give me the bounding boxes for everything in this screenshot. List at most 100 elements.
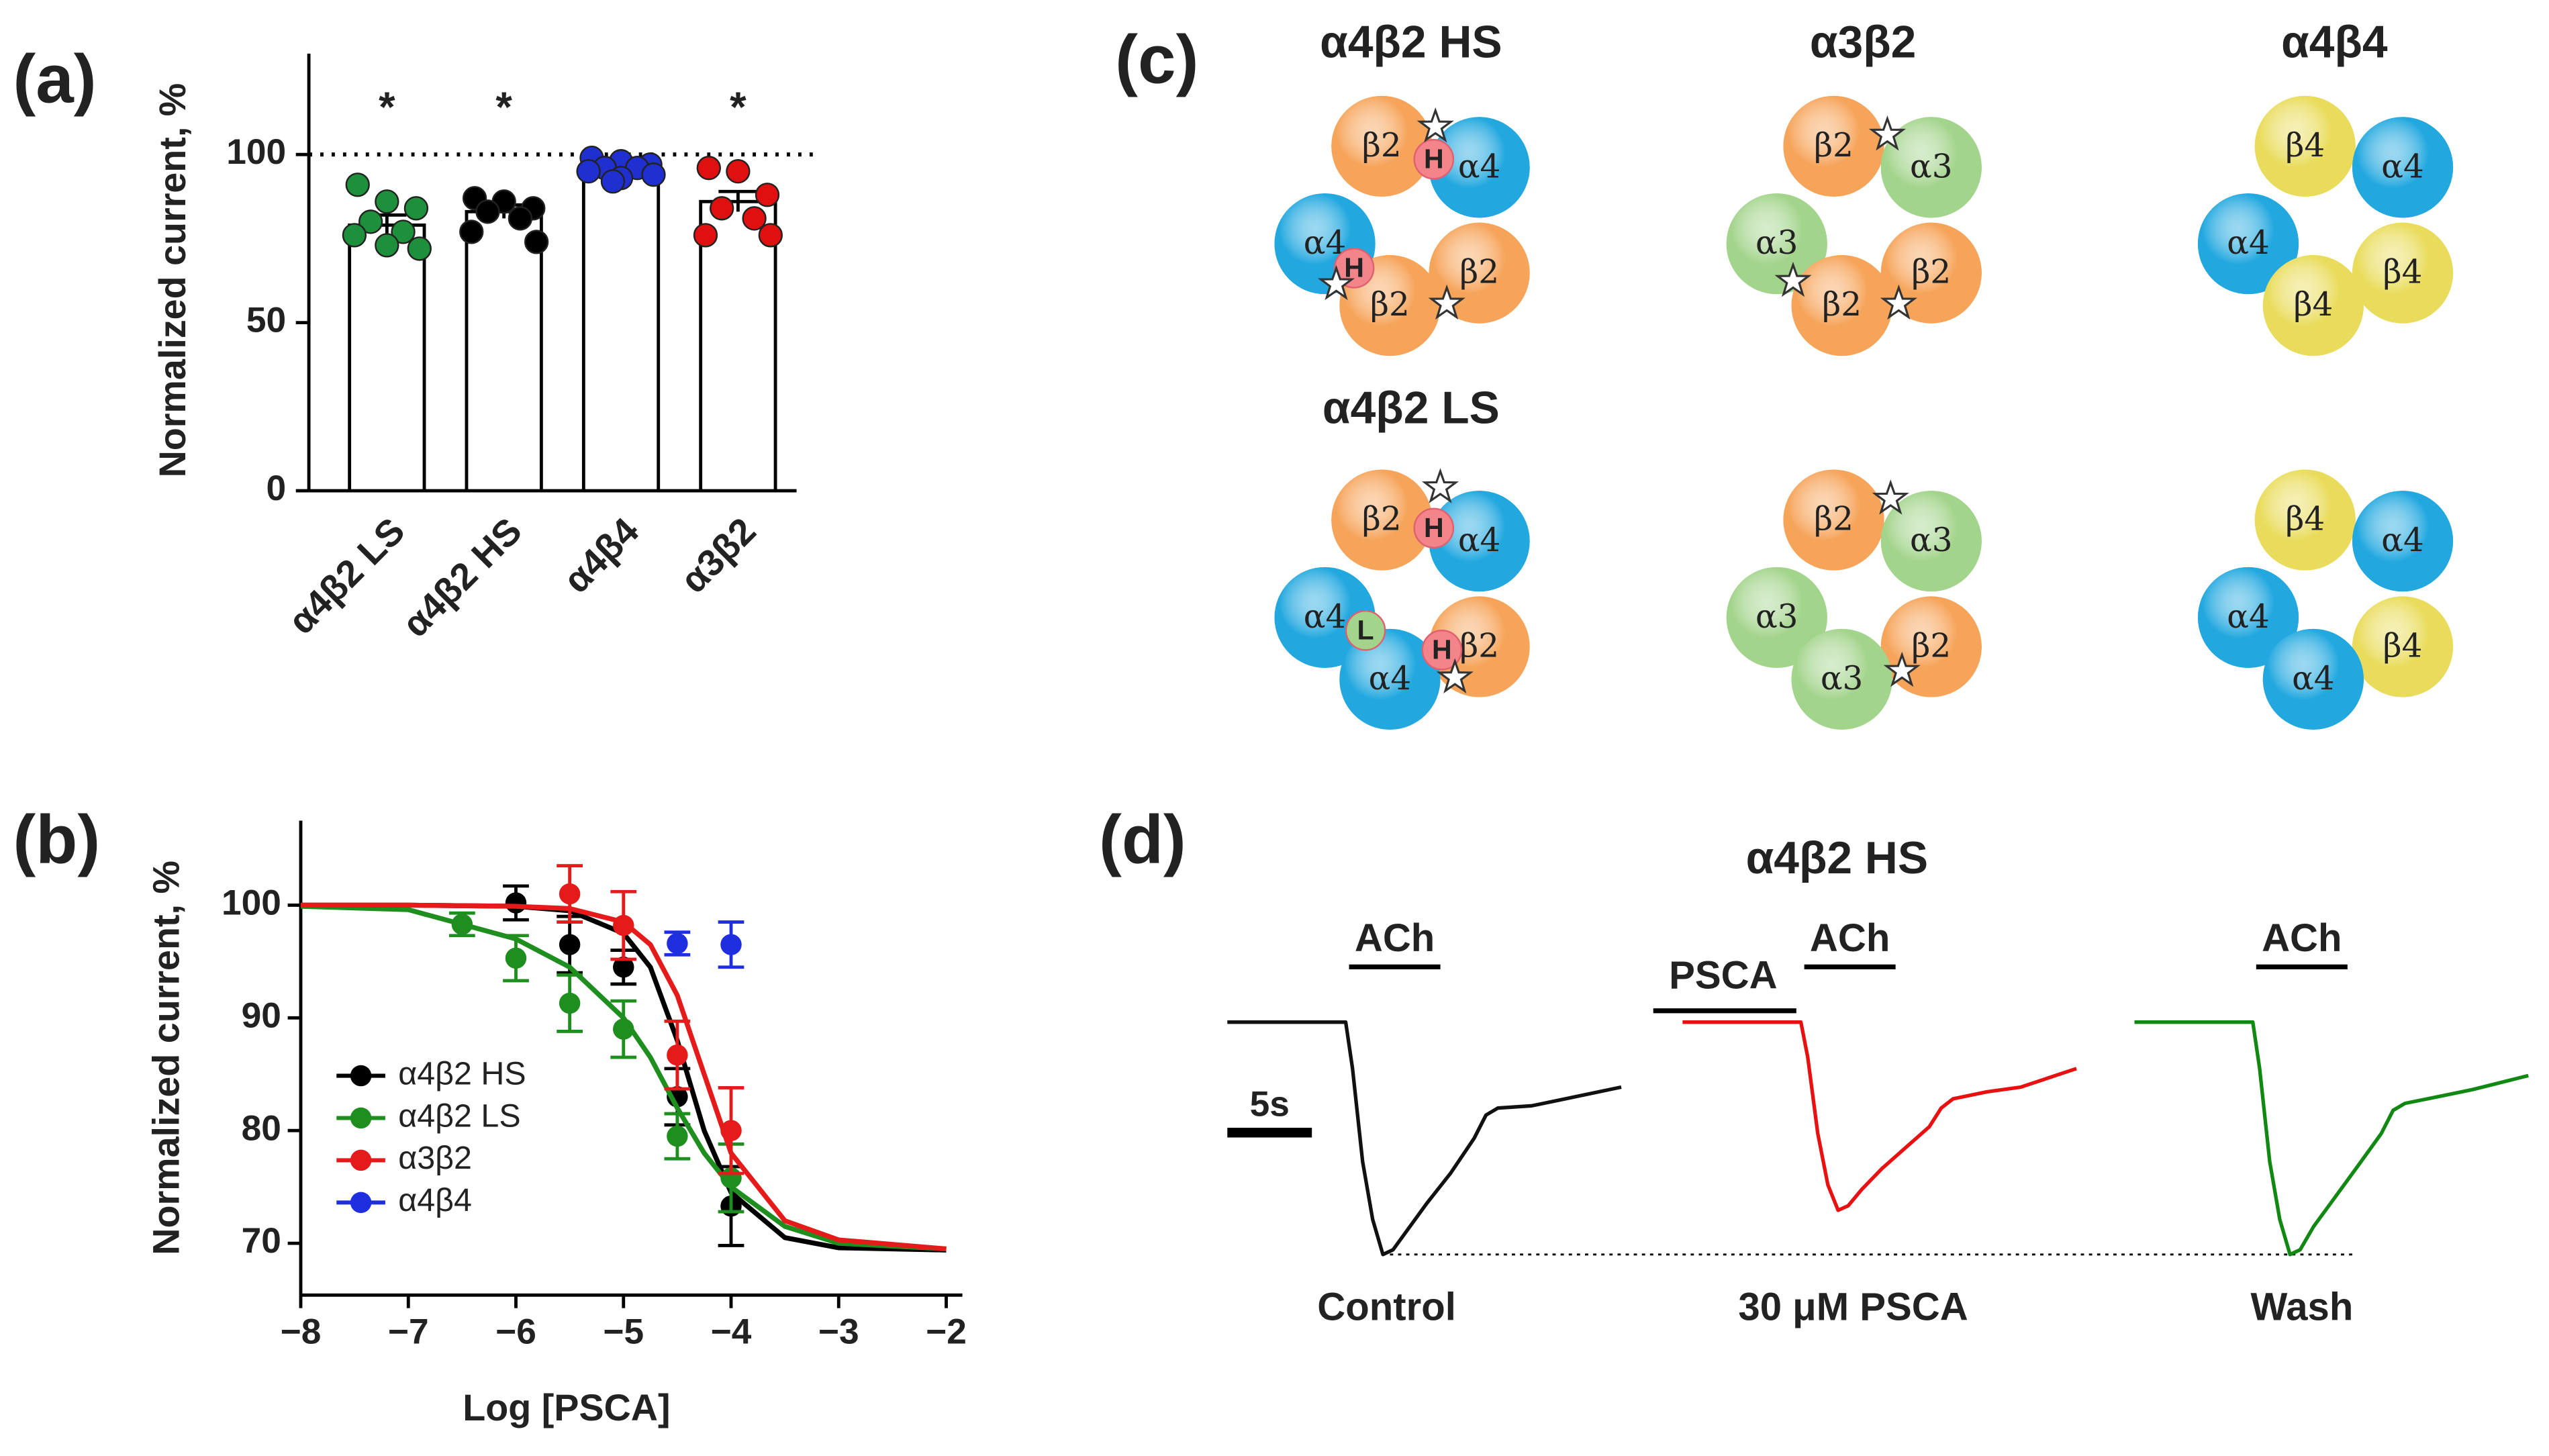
subunit-label: α3 bbox=[1756, 224, 1798, 262]
subunit-label: α4 bbox=[2227, 598, 2270, 636]
subunit-label: α3 bbox=[1910, 148, 1953, 185]
data-point bbox=[459, 220, 484, 244]
subunit-label: α4 bbox=[2227, 224, 2270, 262]
subunit-shade bbox=[1791, 255, 1892, 356]
subunit-label: β4 bbox=[2383, 254, 2423, 291]
legend-label: α4β4 bbox=[398, 1182, 472, 1218]
subunit-shade bbox=[1791, 628, 1892, 730]
y-tick-label: 100 bbox=[222, 883, 281, 922]
legend-marker bbox=[350, 1107, 372, 1129]
subunit-label: β2 bbox=[1459, 254, 1499, 291]
data-point bbox=[758, 223, 783, 248]
binding-site-star bbox=[1883, 651, 1921, 687]
site-badge-label: H bbox=[1432, 634, 1452, 665]
subunit-label: β2 bbox=[1911, 254, 1951, 291]
data-point bbox=[391, 220, 416, 244]
panel-label: (d) bbox=[1099, 802, 1186, 878]
binding-site-star bbox=[1872, 479, 1909, 515]
legend-label: α4β2 HS bbox=[398, 1055, 526, 1091]
y-tick-label: 100 bbox=[226, 132, 286, 172]
subunit-shade bbox=[2352, 596, 2454, 697]
subunit-label: α4 bbox=[1458, 522, 1501, 559]
subunit-shade bbox=[2254, 469, 2356, 571]
subunit-shade bbox=[2262, 628, 2364, 730]
site-badge bbox=[1421, 630, 1463, 671]
bar bbox=[465, 209, 543, 493]
data-point bbox=[403, 196, 429, 221]
subunit-label: α4 bbox=[2292, 660, 2335, 697]
subunit-label: α4 bbox=[2381, 522, 2424, 559]
y-tick-label: 70 bbox=[242, 1221, 281, 1261]
subunit-label: α3 bbox=[1910, 522, 1953, 559]
legend-label: α3β2 bbox=[398, 1140, 472, 1176]
subunit-label: α4 bbox=[1304, 598, 1347, 636]
data-point bbox=[613, 957, 634, 978]
subunit-shade bbox=[1429, 117, 1530, 218]
subunit-shade bbox=[1783, 469, 1884, 571]
data-point bbox=[755, 183, 780, 207]
subunit-label: α3 bbox=[1821, 660, 1864, 697]
current-trace bbox=[2134, 1020, 2529, 1257]
y-axis-label: Normalized current, % bbox=[152, 83, 193, 478]
subunit-shade bbox=[2254, 95, 2356, 197]
assembly-title: α4β4 bbox=[2281, 17, 2388, 68]
subunit-label: β2 bbox=[1822, 286, 1862, 324]
subunit-shade bbox=[2262, 255, 2364, 356]
subunit-label: β2 bbox=[1814, 127, 1854, 164]
data-point bbox=[576, 159, 601, 184]
subunit-shade bbox=[2352, 117, 2454, 218]
data-point bbox=[667, 932, 688, 955]
bar bbox=[699, 199, 777, 493]
binding-site-star bbox=[1421, 468, 1459, 503]
pre-stimulus-label: PSCA bbox=[1669, 954, 1777, 998]
data-point bbox=[720, 1120, 742, 1141]
panel-label: (b) bbox=[13, 802, 100, 878]
x-tick-label: α4β2 HS bbox=[394, 509, 530, 644]
trace-label: Control bbox=[1317, 1285, 1456, 1328]
data-point bbox=[342, 223, 367, 248]
scale-bar-label: 5s bbox=[1250, 1085, 1290, 1124]
stimulus-label: ACh bbox=[1810, 916, 1890, 960]
subunit-label: β4 bbox=[2285, 127, 2325, 164]
legend-marker bbox=[350, 1149, 372, 1171]
binding-site-star bbox=[1317, 264, 1355, 301]
current-trace bbox=[1227, 1020, 1622, 1257]
subunit-label: β2 bbox=[1459, 627, 1499, 665]
data-point bbox=[505, 892, 527, 914]
data-point bbox=[720, 934, 742, 955]
annotation: * bbox=[379, 84, 395, 131]
binding-site-star bbox=[1436, 658, 1474, 693]
binding-site-star bbox=[1774, 261, 1812, 297]
subunit-label: β2 bbox=[1362, 127, 1402, 164]
data-point bbox=[375, 189, 399, 214]
y-tick-label: 80 bbox=[242, 1108, 281, 1148]
data-point bbox=[407, 236, 432, 261]
data-point bbox=[613, 1018, 634, 1040]
bar bbox=[581, 166, 661, 493]
subunit-label: α4 bbox=[2381, 148, 2424, 185]
data-point bbox=[508, 206, 533, 231]
current-trace bbox=[1682, 1020, 2077, 1212]
subunit-label: β4 bbox=[2285, 501, 2325, 538]
subunit-shade bbox=[1880, 491, 1982, 592]
annotation: * bbox=[495, 84, 512, 131]
x-tick-label: −2 bbox=[926, 1312, 967, 1352]
data-point bbox=[375, 233, 399, 258]
subunit-shade bbox=[1880, 117, 1982, 218]
subunit-shade bbox=[2197, 567, 2299, 668]
fit-curve bbox=[300, 904, 947, 1252]
binding-site-star bbox=[1880, 284, 1917, 320]
x-tick-label: α3β2 bbox=[673, 509, 764, 601]
x-tick-label: −5 bbox=[603, 1312, 644, 1352]
site-badge-label: H bbox=[1424, 144, 1444, 175]
subunit-label: α4 bbox=[1458, 148, 1501, 185]
data-point bbox=[475, 199, 500, 224]
data-point bbox=[613, 914, 634, 936]
fit-curve bbox=[300, 902, 947, 1252]
data-point bbox=[451, 914, 473, 935]
subunit-label: β4 bbox=[2383, 627, 2423, 665]
subunit-label: β2 bbox=[1911, 627, 1951, 665]
subunit-shade bbox=[1339, 628, 1441, 730]
stimulus-label: ACh bbox=[1355, 916, 1435, 960]
